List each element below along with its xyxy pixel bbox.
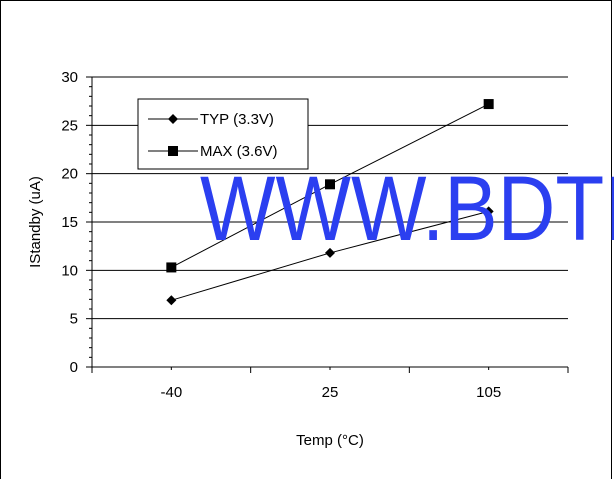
data-point-1-0: [166, 262, 177, 273]
series-group: [166, 99, 494, 306]
data-point-0-0: [166, 295, 177, 306]
legend-marker-1: [168, 146, 178, 156]
series-0: [166, 206, 494, 306]
y-axis-title: IStandby (uA): [27, 176, 44, 268]
legend-label-1: MAX (3.6V): [200, 143, 278, 160]
data-point-0-1: [325, 247, 335, 258]
y-axis-ticks: 0 5 10 15 20 25 30: [61, 69, 92, 376]
data-point-1-2: [483, 99, 494, 110]
y-tick-label-30: 30: [61, 69, 78, 86]
x-tick-label-25: 25: [322, 384, 339, 401]
y-tick-label-20: 20: [61, 166, 78, 183]
y-tick-label-10: 10: [61, 262, 78, 279]
x-tick-label--40: -40: [160, 384, 182, 401]
watermark-text: WWW.BDTI: [200, 158, 614, 260]
legend-label-0: TYP (3.3V): [200, 111, 274, 128]
y-tick-label-0: 0: [70, 359, 78, 376]
data-point-0-2: [483, 206, 494, 217]
y-tick-label-5: 5: [70, 311, 78, 328]
y-tick-label-25: 25: [61, 117, 78, 134]
series-1: [166, 99, 494, 273]
legend-box: [137, 98, 309, 170]
y-tick-label-15: 15: [61, 214, 78, 231]
x-axis-title: Temp (°C): [296, 432, 364, 449]
x-tick-label-105: 105: [476, 384, 501, 401]
x-axis-ticks: -40 25 105: [91, 367, 569, 401]
legend: TYP (3.3V) MAX (3.6V): [137, 98, 309, 170]
data-point-1-1: [325, 179, 335, 190]
legend-marker-0: [168, 114, 178, 124]
